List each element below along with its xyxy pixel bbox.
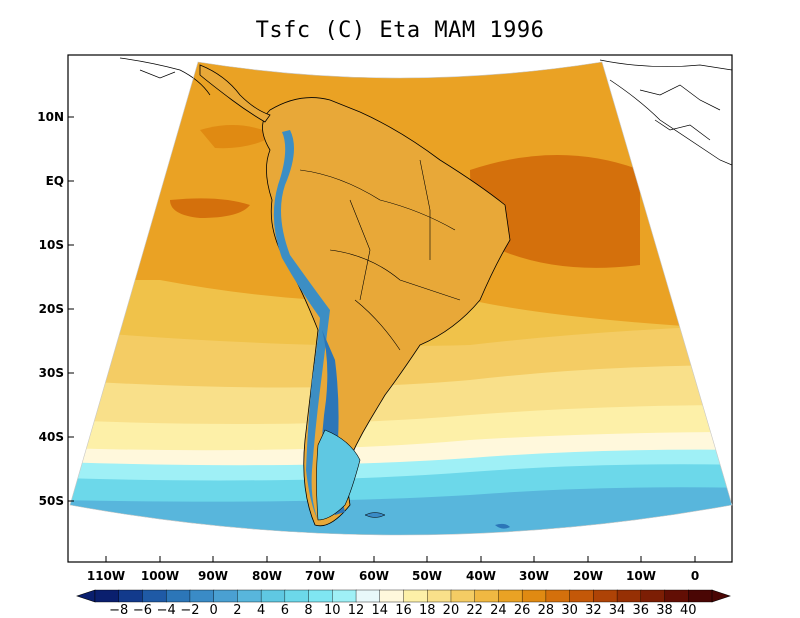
colorbar-arrow-high	[711, 589, 731, 603]
colorbar-tick-label: 16	[395, 603, 412, 618]
colorbar-swatch	[213, 589, 238, 603]
colorbar-swatch	[332, 589, 357, 603]
map-title: Tsfc (C) Eta MAM 1996	[255, 18, 545, 43]
lon-label-10w: 10W	[626, 569, 656, 583]
colorbar-tick-label: −2	[180, 603, 200, 618]
colorbar-swatch	[427, 589, 452, 603]
colorbar-tick-label: 32	[585, 603, 602, 618]
lat-label-50s: 50S	[38, 494, 64, 508]
lat-label-30s: 30S	[38, 366, 64, 380]
colorbar-tick-label: 2	[233, 603, 242, 618]
colorbar-tick-label: 38	[656, 603, 673, 618]
colorbar-swatch	[165, 589, 191, 603]
colorbar-swatch	[498, 589, 523, 603]
lon-label-0: 0	[690, 569, 700, 583]
colorbar-swatch	[616, 589, 642, 603]
colorbar-swatch	[355, 589, 381, 603]
colorbar-swatch	[260, 589, 286, 603]
colorbar-swatch	[664, 589, 689, 603]
outline-coastlines	[119, 57, 732, 166]
colorbar-swatch	[237, 589, 262, 603]
colorbar-tick-label: 0	[209, 603, 218, 618]
colorbar-swatch	[593, 589, 618, 603]
colorbar-swatch	[94, 589, 120, 603]
colorbar-swatch	[640, 589, 666, 603]
lon-label-80w: 80W	[252, 569, 282, 583]
lon-label-40w: 40W	[466, 569, 496, 583]
colorbar-swatch	[521, 589, 547, 603]
lat-label-20s: 20S	[38, 302, 64, 316]
colorbar-tick-label: 6	[280, 603, 289, 618]
lat-label-40s: 40S	[38, 430, 64, 444]
colorbar-swatch	[403, 589, 428, 603]
colorbar-tick-label: 26	[513, 603, 531, 618]
colorbar-tick-label: −6	[132, 603, 153, 618]
colorbar-swatch	[379, 589, 405, 603]
lon-label-30w: 30W	[519, 569, 549, 583]
model-domain-outline	[69, 61, 733, 536]
colorbar	[76, 589, 731, 603]
lon-label-50w: 50W	[412, 569, 442, 583]
lat-label-10s: 10S	[38, 238, 64, 252]
colorbar-tick-label: 36	[632, 603, 650, 618]
colorbar-tick-label: 22	[466, 603, 483, 618]
colorbar-tick-label: 40	[679, 603, 697, 618]
lon-label-20w: 20W	[573, 569, 603, 583]
lat-label-10n: 10N	[37, 110, 64, 124]
colorbar-arrow-low	[76, 589, 96, 603]
lon-label-100w: 100W	[140, 569, 180, 583]
lon-label-110w: 110W	[86, 569, 126, 583]
lon-label-60w: 60W	[359, 569, 389, 583]
colorbar-swatch	[474, 589, 500, 603]
temperature-field	[70, 62, 732, 535]
colorbar-tick-label: 18	[418, 603, 436, 618]
colorbar-swatch	[688, 589, 713, 603]
colorbar-tick-label: 24	[490, 603, 507, 618]
colorbar-swatch	[189, 589, 215, 603]
colorbar-tick-label: 12	[347, 603, 365, 618]
colorbar-tick-label: −8	[109, 603, 129, 618]
colorbar-tick-label: 8	[304, 603, 313, 618]
colorbar-tick-label: 34	[608, 603, 626, 618]
axis-ticks	[68, 116, 696, 562]
lat-label-eq: EQ	[45, 174, 64, 188]
colorbar-tick-label: 10	[324, 603, 341, 618]
colorbar-tick-label: 28	[537, 603, 555, 618]
colorbar-swatch	[569, 589, 594, 603]
colorbar-tick-label: 4	[256, 603, 266, 618]
colorbar-swatch	[308, 589, 333, 603]
colorbar-swatch	[450, 589, 476, 603]
colorbar-swatch	[545, 589, 571, 603]
lon-label-90w: 90W	[198, 569, 228, 583]
colorbar-tick-label: 14	[371, 603, 389, 618]
lon-label-70w: 70W	[305, 569, 335, 583]
colorbar-tick-label: −4	[156, 603, 176, 618]
colorbar-tick-label: 30	[561, 603, 578, 618]
colorbar-tick-label: 20	[442, 603, 460, 618]
colorbar-swatch	[284, 589, 310, 603]
colorbar-swatch	[142, 589, 167, 603]
colorbar-swatch	[118, 589, 144, 603]
